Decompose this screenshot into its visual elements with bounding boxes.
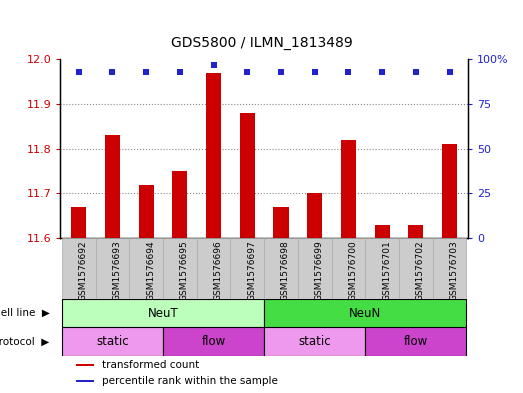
Text: GSM1576698: GSM1576698 (281, 240, 290, 301)
Bar (341, 140, 356, 238)
Text: GSM1576702: GSM1576702 (416, 240, 425, 301)
Bar (76, 380, 94, 382)
Bar (264, 238, 298, 299)
Point (243, 69, 252, 75)
Bar (139, 184, 154, 238)
Text: flow: flow (201, 335, 225, 348)
Text: static: static (96, 335, 129, 348)
Text: percentile rank within the sample: percentile rank within the sample (102, 376, 278, 386)
Point (277, 69, 285, 75)
Bar (206, 73, 221, 238)
Point (412, 69, 420, 75)
Text: static: static (299, 335, 331, 348)
Text: GSM1576701: GSM1576701 (382, 240, 391, 301)
Bar (105, 135, 120, 238)
Bar (408, 225, 424, 238)
Text: GSM1576703: GSM1576703 (450, 240, 459, 301)
Bar (129, 238, 163, 299)
Bar (307, 193, 322, 238)
Bar (76, 364, 94, 366)
Bar (62, 238, 96, 299)
Point (446, 69, 454, 75)
Bar (442, 144, 457, 238)
Text: transformed count: transformed count (102, 360, 199, 370)
Point (378, 69, 386, 75)
Text: GSM1576692: GSM1576692 (78, 240, 88, 301)
Text: GSM1576699: GSM1576699 (315, 240, 324, 301)
Bar (274, 207, 289, 238)
Bar (264, 299, 467, 327)
Text: GSM1576694: GSM1576694 (146, 240, 155, 301)
Text: GSM1576693: GSM1576693 (112, 240, 121, 301)
Bar (62, 327, 163, 356)
Bar (240, 113, 255, 238)
Text: GSM1576696: GSM1576696 (213, 240, 223, 301)
Point (176, 69, 184, 75)
Bar (172, 171, 187, 238)
Text: GSM1576700: GSM1576700 (348, 240, 357, 301)
Bar (433, 238, 467, 299)
Text: GSM1576697: GSM1576697 (247, 240, 256, 301)
Point (344, 69, 353, 75)
Bar (96, 238, 129, 299)
Text: NeuN: NeuN (349, 307, 381, 320)
Text: NeuT: NeuT (147, 307, 178, 320)
Bar (231, 238, 264, 299)
Bar (71, 207, 86, 238)
Point (142, 69, 150, 75)
Bar (163, 327, 264, 356)
Bar (197, 238, 231, 299)
Text: GDS5800 / ILMN_1813489: GDS5800 / ILMN_1813489 (170, 35, 353, 50)
Bar (298, 238, 332, 299)
Bar (62, 299, 264, 327)
Bar (399, 238, 433, 299)
Point (74, 69, 83, 75)
Point (209, 62, 218, 68)
Point (311, 69, 319, 75)
Text: GSM1576695: GSM1576695 (180, 240, 189, 301)
Text: protocol  ▶: protocol ▶ (0, 336, 50, 347)
Bar (374, 225, 390, 238)
Point (108, 69, 117, 75)
Bar (365, 327, 467, 356)
Text: flow: flow (404, 335, 428, 348)
Bar (163, 238, 197, 299)
Bar (365, 238, 399, 299)
Bar (264, 327, 365, 356)
Bar (332, 238, 365, 299)
Text: cell line  ▶: cell line ▶ (0, 308, 50, 318)
